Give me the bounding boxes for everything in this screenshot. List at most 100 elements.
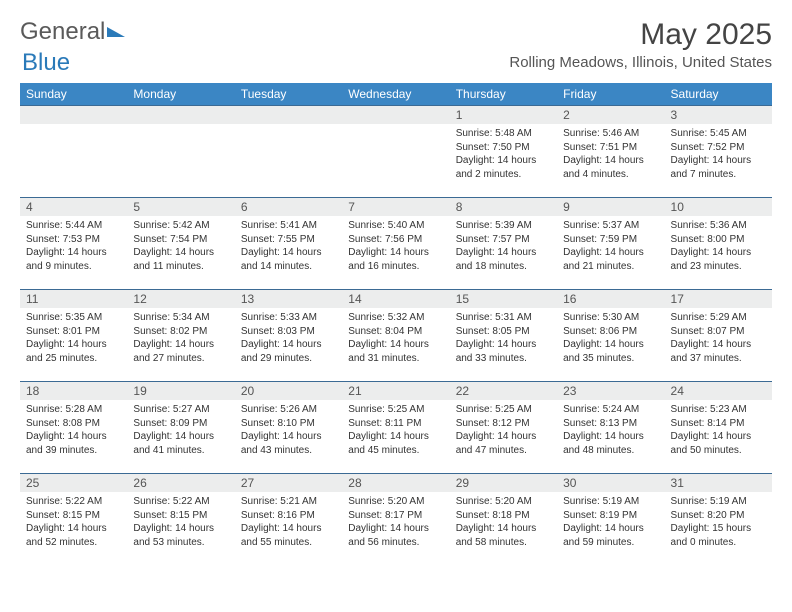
day-cell: 27 Sunrise: 5:21 AMSunset: 8:16 PMDayligh… [235, 474, 342, 566]
sunset-text: Sunset: 8:02 PM [133, 325, 228, 339]
day-number: 27 [235, 474, 342, 492]
day-number: 18 [20, 382, 127, 400]
sunset-text: Sunset: 8:15 PM [26, 509, 121, 523]
day-number: 30 [557, 474, 664, 492]
sunset-text: Sunset: 7:54 PM [133, 233, 228, 247]
day-number: 23 [557, 382, 664, 400]
day-details: Sunrise: 5:28 AMSunset: 8:08 PMDaylight:… [20, 400, 127, 461]
day-cell: 12Sunrise: 5:34 AMSunset: 8:02 PMDayligh… [127, 290, 234, 382]
day-number: 17 [665, 290, 772, 308]
day-cell: 11Sunrise: 5:35 AMSunset: 8:01 PMDayligh… [20, 290, 127, 382]
day-cell: 9Sunrise: 5:37 AMSunset: 7:59 PMDaylight… [557, 198, 664, 290]
day-cell [127, 106, 234, 198]
sunrise-text: Sunrise: 5:39 AM [456, 219, 551, 233]
day-cell: 21Sunrise: 5:25 AMSunset: 8:11 PMDayligh… [342, 382, 449, 474]
calendar-body: 1Sunrise: 5:48 AMSunset: 7:50 PMDaylight… [20, 106, 772, 566]
sunrise-text: Sunrise: 5:31 AM [456, 311, 551, 325]
brand-sail-icon [107, 27, 125, 37]
sunset-text: Sunset: 7:51 PM [563, 141, 658, 155]
day-number: 22 [450, 382, 557, 400]
calendar-table: Sunday Monday Tuesday Wednesday Thursday… [20, 83, 772, 566]
sunrise-text: Sunrise: 5:20 AM [456, 495, 551, 509]
day-cell: 18Sunrise: 5:28 AMSunset: 8:08 PMDayligh… [20, 382, 127, 474]
sunrise-text: Sunrise: 5:28 AM [26, 403, 121, 417]
sunset-text: Sunset: 8:16 PM [241, 509, 336, 523]
day-number: 31 [665, 474, 772, 492]
sunrise-text: Sunrise: 5:21 AM [241, 495, 336, 509]
daylight-text: Daylight: 14 hours and 47 minutes. [456, 430, 551, 457]
day-cell: 4Sunrise: 5:44 AMSunset: 7:53 PMDaylight… [20, 198, 127, 290]
daylight-text: Daylight: 14 hours and 50 minutes. [671, 430, 766, 457]
calendar-week: 4Sunrise: 5:44 AMSunset: 7:53 PMDaylight… [20, 198, 772, 290]
day-cell [235, 106, 342, 198]
sunrise-text: Sunrise: 5:30 AM [563, 311, 658, 325]
sunset-text: Sunset: 8:18 PM [456, 509, 551, 523]
dow-wed: Wednesday [342, 83, 449, 106]
day-details: Sunrise: 5:20 AMSunset: 8:18 PMDaylight:… [450, 492, 557, 553]
sunrise-text: Sunrise: 5:46 AM [563, 127, 658, 141]
dow-sat: Saturday [665, 83, 772, 106]
day-details: Sunrise: 5:19 AMSunset: 8:19 PMDaylight:… [557, 492, 664, 553]
calendar-week: 1Sunrise: 5:48 AMSunset: 7:50 PMDaylight… [20, 106, 772, 198]
day-details: Sunrise: 5:34 AMSunset: 8:02 PMDaylight:… [127, 308, 234, 369]
daylight-text: Daylight: 14 hours and 45 minutes. [348, 430, 443, 457]
sunset-text: Sunset: 8:20 PM [671, 509, 766, 523]
sunrise-text: Sunrise: 5:19 AM [671, 495, 766, 509]
day-details: Sunrise: 5:33 AMSunset: 8:03 PMDaylight:… [235, 308, 342, 369]
day-number: 9 [557, 198, 664, 216]
daylight-text: Daylight: 14 hours and 23 minutes. [671, 246, 766, 273]
sunrise-text: Sunrise: 5:34 AM [133, 311, 228, 325]
day-details: Sunrise: 5:30 AMSunset: 8:06 PMDaylight:… [557, 308, 664, 369]
day-number: 3 [665, 106, 772, 124]
day-details: Sunrise: 5:20 AMSunset: 8:17 PMDaylight:… [342, 492, 449, 553]
day-cell: 24Sunrise: 5:23 AMSunset: 8:14 PMDayligh… [665, 382, 772, 474]
day-cell: 26Sunrise: 5:22 AMSunset: 8:15 PMDayligh… [127, 474, 234, 566]
sunrise-text: Sunrise: 5:42 AM [133, 219, 228, 233]
location-label: Rolling Meadows, Illinois, United States [509, 54, 772, 71]
sunset-text: Sunset: 7:52 PM [671, 141, 766, 155]
dow-sun: Sunday [20, 83, 127, 106]
day-cell: 19Sunrise: 5:27 AMSunset: 8:09 PMDayligh… [127, 382, 234, 474]
daylight-text: Daylight: 14 hours and 39 minutes. [26, 430, 121, 457]
sunset-text: Sunset: 8:01 PM [26, 325, 121, 339]
day-details: Sunrise: 5:22 AMSunset: 8:15 PMDaylight:… [20, 492, 127, 553]
day-cell: 15Sunrise: 5:31 AMSunset: 8:05 PMDayligh… [450, 290, 557, 382]
day-number: 5 [127, 198, 234, 216]
sunrise-text: Sunrise: 5:24 AM [563, 403, 658, 417]
sunrise-text: Sunrise: 5:36 AM [671, 219, 766, 233]
day-number: 10 [665, 198, 772, 216]
day-cell: 10Sunrise: 5:36 AMSunset: 8:00 PMDayligh… [665, 198, 772, 290]
day-number: 16 [557, 290, 664, 308]
day-cell: 5Sunrise: 5:42 AMSunset: 7:54 PMDaylight… [127, 198, 234, 290]
day-details: Sunrise: 5:41 AMSunset: 7:55 PMDaylight:… [235, 216, 342, 277]
day-cell: 17Sunrise: 5:29 AMSunset: 8:07 PMDayligh… [665, 290, 772, 382]
day-details: Sunrise: 5:26 AMSunset: 8:10 PMDaylight:… [235, 400, 342, 461]
day-details: Sunrise: 5:32 AMSunset: 8:04 PMDaylight:… [342, 308, 449, 369]
daylight-text: Daylight: 14 hours and 55 minutes. [241, 522, 336, 549]
brand-part1: General [20, 18, 105, 46]
sunrise-text: Sunrise: 5:32 AM [348, 311, 443, 325]
day-details: Sunrise: 5:37 AMSunset: 7:59 PMDaylight:… [557, 216, 664, 277]
sunset-text: Sunset: 7:55 PM [241, 233, 336, 247]
day-number: 7 [342, 198, 449, 216]
day-details: Sunrise: 5:31 AMSunset: 8:05 PMDaylight:… [450, 308, 557, 369]
calendar-week: 25Sunrise: 5:22 AMSunset: 8:15 PMDayligh… [20, 474, 772, 566]
title-block: May 2025 Rolling Meadows, Illinois, Unit… [509, 18, 772, 71]
day-number: 14 [342, 290, 449, 308]
calendar-week: 18Sunrise: 5:28 AMSunset: 8:08 PMDayligh… [20, 382, 772, 474]
day-cell: 7Sunrise: 5:40 AMSunset: 7:56 PMDaylight… [342, 198, 449, 290]
day-number: 24 [665, 382, 772, 400]
day-number: 8 [450, 198, 557, 216]
day-number [20, 106, 127, 124]
daylight-text: Daylight: 14 hours and 14 minutes. [241, 246, 336, 273]
daylight-text: Daylight: 14 hours and 27 minutes. [133, 338, 228, 365]
daylight-text: Daylight: 15 hours and 0 minutes. [671, 522, 766, 549]
sunrise-text: Sunrise: 5:45 AM [671, 127, 766, 141]
daylight-text: Daylight: 14 hours and 18 minutes. [456, 246, 551, 273]
sunset-text: Sunset: 7:57 PM [456, 233, 551, 247]
day-number: 25 [20, 474, 127, 492]
dow-tue: Tuesday [235, 83, 342, 106]
sunset-text: Sunset: 8:08 PM [26, 417, 121, 431]
day-cell: 8 Sunrise: 5:39 AMSunset: 7:57 PMDaylight… [450, 198, 557, 290]
day-details: Sunrise: 5:48 AMSunset: 7:50 PMDaylight:… [450, 124, 557, 185]
